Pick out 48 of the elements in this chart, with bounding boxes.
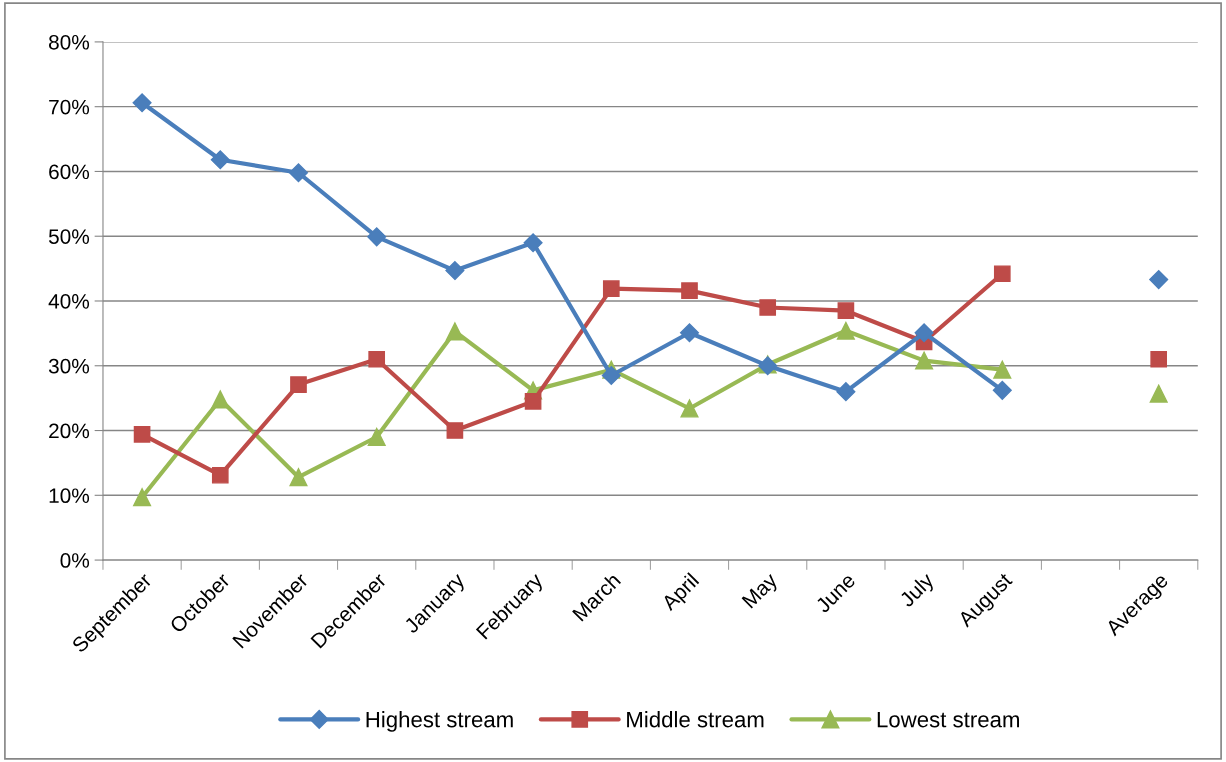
point: [367, 427, 386, 447]
point: [1150, 350, 1168, 368]
legend-label: Middle stream: [627, 711, 764, 728]
point: [211, 390, 230, 409]
point: [1149, 270, 1169, 290]
legend-label: Highest stream: [366, 711, 513, 732]
x-tick-label: July: [898, 571, 938, 611]
point: [524, 393, 542, 410]
point: [446, 422, 464, 439]
point: [1149, 384, 1168, 403]
point: [993, 265, 1011, 283]
point: [681, 282, 698, 299]
point: [368, 350, 386, 368]
y-tick-label: 70%: [49, 99, 90, 115]
point: [601, 365, 621, 386]
point: [915, 351, 934, 370]
y-tick-label: 80%: [49, 34, 90, 50]
point: [836, 321, 855, 340]
y-tick-label: 50%: [48, 229, 90, 244]
y-tick-label: 20%: [49, 423, 90, 439]
point: [288, 163, 309, 183]
point: [289, 468, 308, 487]
point: [680, 399, 699, 418]
y-tick-label: 0%: [60, 553, 90, 568]
x-tick-label: May: [741, 571, 782, 612]
legend-label: Lowest stream: [877, 711, 1019, 728]
point: [445, 322, 464, 341]
y-tick-label: 10%: [49, 488, 90, 504]
point: [211, 466, 229, 484]
point: [914, 323, 934, 343]
point: [759, 299, 777, 316]
y-tick-label: 40%: [48, 293, 90, 309]
point: [993, 360, 1012, 379]
y-tick-label: 60%: [49, 164, 90, 180]
point: [132, 93, 152, 113]
point: [523, 233, 543, 253]
point: [679, 323, 700, 343]
y-tick-label: 30%: [48, 358, 90, 374]
point: [133, 488, 152, 507]
point: [445, 261, 465, 281]
point: [133, 426, 151, 443]
point: [210, 150, 230, 170]
point: [837, 302, 855, 320]
point: [602, 280, 620, 298]
point: [992, 380, 1012, 400]
point: [367, 227, 387, 247]
point: [836, 382, 856, 402]
point: [290, 376, 307, 393]
